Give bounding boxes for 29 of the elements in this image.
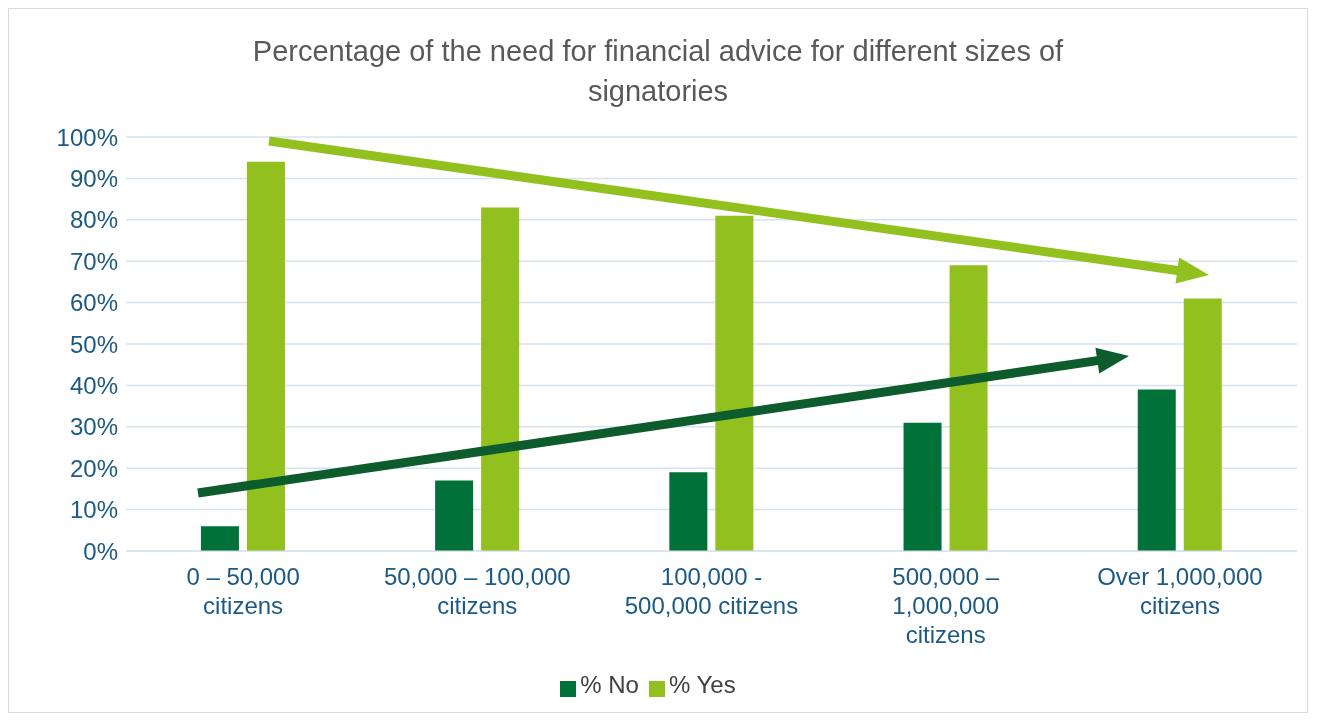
y-tick-label: 10%	[69, 496, 118, 524]
bar	[200, 526, 239, 551]
legend-label: % Yes	[668, 671, 736, 698]
y-tick-label: 90%	[69, 164, 118, 192]
bar	[903, 422, 942, 551]
bar	[1183, 298, 1222, 551]
y-tick-label: 20%	[69, 454, 118, 482]
bar	[715, 215, 754, 551]
y-tick-label: 40%	[69, 371, 118, 399]
y-tick-label: 100%	[56, 123, 118, 151]
bar	[481, 207, 520, 551]
y-tick-label: 50%	[69, 330, 118, 358]
y-tick-label: 60%	[69, 289, 118, 317]
bar	[1137, 389, 1176, 551]
bar	[949, 265, 988, 551]
x-tick-label: 100,000 - 500,000 citizens	[624, 563, 799, 619]
y-tick-label: 30%	[69, 413, 118, 441]
y-tick-label: 70%	[69, 247, 118, 275]
x-tick-label: 0 – 50,000 citizens	[186, 563, 300, 619]
x-tick-label: Over 1,000,000 citizens	[1097, 563, 1263, 619]
chart-title: Percentage of the need for financial advice for different sizes of signatories	[251, 34, 1065, 109]
x-tick-label: 500,000 – 1,000,000 citizens	[892, 563, 1000, 648]
bar	[246, 161, 285, 551]
y-tick-label: 80%	[69, 206, 118, 234]
x-tick-label: 50,000 – 100,000 citizens	[383, 563, 571, 619]
legend-label: % No	[580, 671, 639, 698]
bar	[435, 480, 474, 551]
bar	[669, 472, 708, 551]
y-tick-label: 0%	[83, 537, 118, 565]
